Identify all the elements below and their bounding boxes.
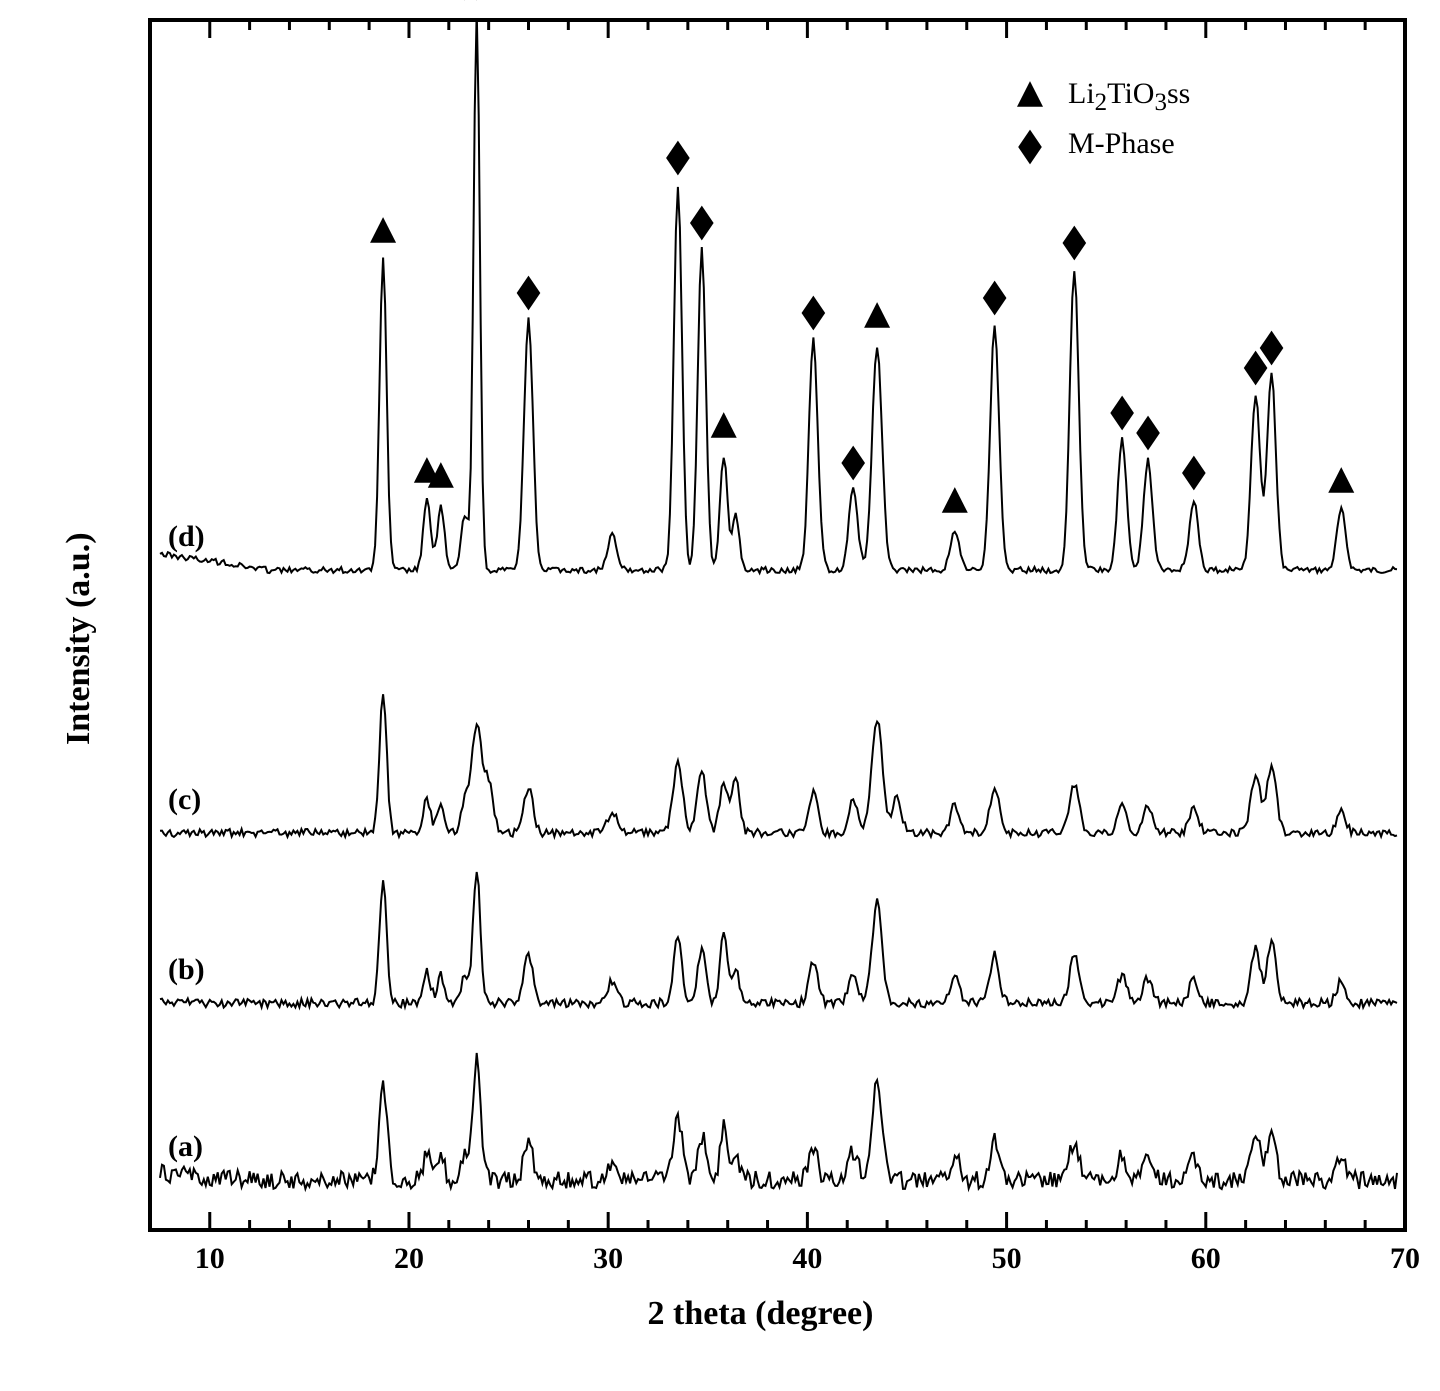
chart-svg xyxy=(0,0,1440,1391)
trace-c xyxy=(160,694,1397,837)
diamond-marker xyxy=(1110,396,1134,431)
x-tick-label: 70 xyxy=(1375,1242,1435,1276)
diamond-marker xyxy=(1136,416,1160,451)
x-tick-label: 20 xyxy=(379,1242,439,1276)
trace-label-d: (d) xyxy=(168,520,205,554)
x-tick-label: 60 xyxy=(1176,1242,1236,1276)
trace-label-a: (a) xyxy=(168,1130,203,1164)
xrd-chart: Intensity (a.u.) 2 theta (degree) 10 20 30… xyxy=(0,0,1440,1391)
diamond-marker xyxy=(1062,226,1086,261)
triangle-marker xyxy=(864,302,890,328)
legend-item-mphase: M-Phase xyxy=(1068,127,1175,161)
triangle-marker xyxy=(711,412,737,438)
trace-label-b: (b) xyxy=(168,953,205,987)
diamond-marker xyxy=(1260,331,1284,366)
diamond-marker xyxy=(983,281,1007,316)
triangle-marker xyxy=(1328,467,1354,493)
diamond-marker xyxy=(1244,351,1268,386)
x-tick-label: 30 xyxy=(578,1242,638,1276)
x-tick-label: 50 xyxy=(977,1242,1037,1276)
x-tick-label: 10 xyxy=(180,1242,240,1276)
legend-item-li2tio3ss: Li2TiO3ss xyxy=(1068,77,1190,117)
x-tick-label: 40 xyxy=(777,1242,837,1276)
x-axis-label: 2 theta (degree) xyxy=(648,1295,874,1333)
triangle-marker xyxy=(942,487,968,513)
trace-d xyxy=(160,10,1397,574)
legend-triangle-icon xyxy=(1017,81,1043,107)
triangle-marker xyxy=(370,217,396,243)
diamond-marker xyxy=(517,276,541,311)
trace-a xyxy=(160,1053,1397,1189)
diamond-marker xyxy=(666,141,690,176)
legend-diamond-icon xyxy=(1018,130,1042,165)
diamond-marker xyxy=(802,296,826,331)
trace-b xyxy=(160,872,1397,1008)
y-axis-label: Intensity (a.u.) xyxy=(60,532,98,745)
diamond-marker xyxy=(690,206,714,241)
diamond-marker xyxy=(841,446,865,481)
trace-label-c: (c) xyxy=(168,783,201,817)
diamond-marker xyxy=(1182,456,1206,491)
